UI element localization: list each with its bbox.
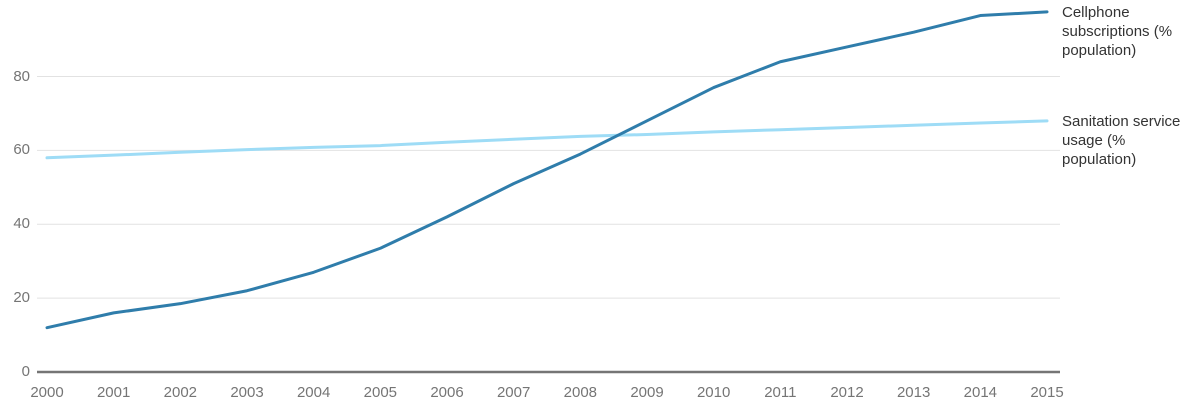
x-tick-label: 2003 (230, 384, 264, 401)
x-tick-label: 2012 (830, 384, 864, 401)
y-tick-label: 0 (21, 363, 30, 380)
x-tick-label: 2007 (496, 384, 531, 401)
x-tick-label: 2009 (630, 384, 664, 401)
x-tick-label: 2005 (363, 384, 398, 401)
y-tick-label: 40 (13, 215, 30, 233)
x-tick-label: 2013 (896, 384, 931, 401)
x-tick-label: 2014 (963, 384, 998, 401)
series-line-sanitation (45, 119, 1049, 160)
x-tick-label: 2002 (163, 384, 198, 401)
x-tick-label: 2011 (764, 384, 797, 401)
legend-label-cellphone: Cellphone subscriptions (% population) (1062, 4, 1173, 59)
y-tick-label: 20 (13, 289, 30, 307)
x-tick-label: 2008 (563, 384, 598, 401)
legend-label-sanitation: Sanitation service usage (% population) (1062, 113, 1181, 168)
y-tick-label: 80 (13, 67, 30, 85)
x-tick-label: 2001 (96, 384, 131, 401)
series-line-cellphone (45, 10, 1049, 330)
x-tick-label: 2000 (30, 384, 64, 401)
x-tick-label: 2015 (1030, 384, 1064, 401)
x-tick-label: 2006 (430, 384, 464, 401)
y-tick-label: 60 (13, 141, 30, 159)
x-tick-label: 2010 (696, 384, 731, 401)
x-tick-label: 2004 (296, 384, 331, 401)
